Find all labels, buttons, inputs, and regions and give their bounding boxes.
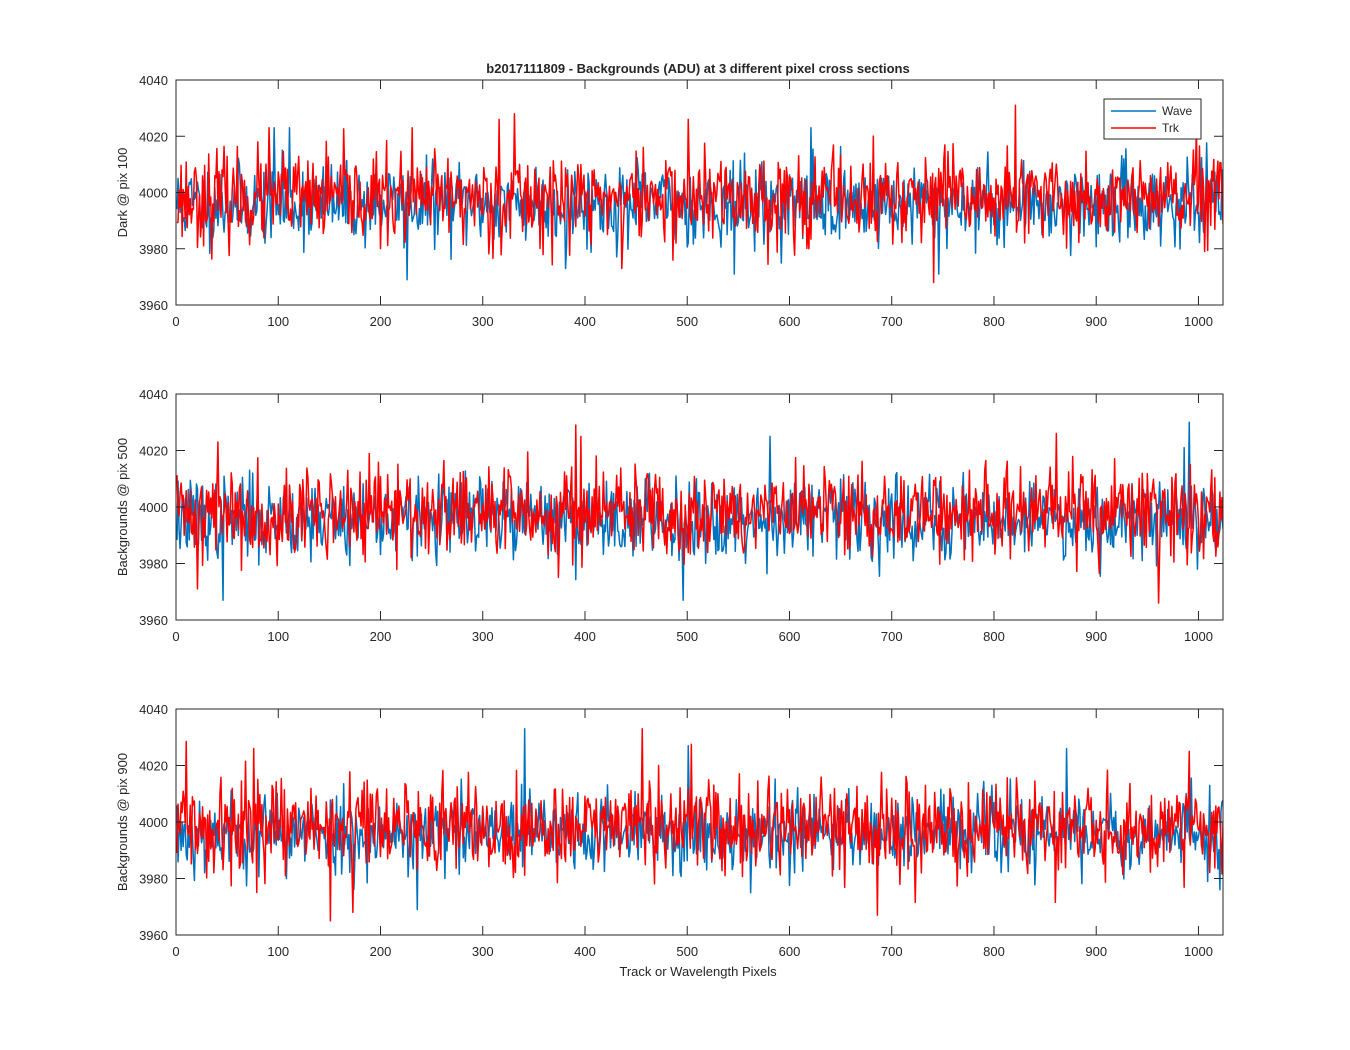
x-tick-label: 500 — [676, 944, 698, 959]
y-tick-label: 3980 — [139, 242, 168, 257]
x-tick-label: 100 — [267, 944, 289, 959]
y-tick-label: 4000 — [139, 186, 168, 201]
x-tick-label: 600 — [779, 944, 801, 959]
x-tick-label: 1000 — [1184, 629, 1213, 644]
x-tick-label: 400 — [574, 314, 596, 329]
y-tick-label: 4000 — [139, 500, 168, 515]
series-line-wave — [176, 421, 1223, 601]
x-tick-label: 900 — [1085, 629, 1107, 644]
x-axis-label: Track or Wavelength Pixels — [619, 964, 777, 979]
x-tick-label: 200 — [370, 629, 392, 644]
x-tick-label: 700 — [881, 944, 903, 959]
subplot-backgrounds-pix-900: 0 100 200 300 400 500 600 700 800 900 1000 3960 3980… — [115, 702, 1224, 959]
y-axis-label: Backgrounds @ pix 900 — [115, 753, 130, 891]
x-tick-label: 200 — [370, 944, 392, 959]
x-tick-label: 800 — [983, 314, 1005, 329]
y-tick-label: 4020 — [139, 129, 168, 144]
y-axis-label: Dark @ pix 100 — [115, 148, 130, 238]
y-tick-label: 4020 — [139, 444, 168, 459]
x-tick-label: 400 — [574, 944, 596, 959]
x-tick-label: 100 — [267, 314, 289, 329]
x-tick-label: 400 — [574, 629, 596, 644]
y-tick-label: 3960 — [139, 928, 168, 943]
x-tick-label: 700 — [881, 314, 903, 329]
x-tick-label: 0 — [172, 944, 179, 959]
series-line-wave — [176, 728, 1223, 911]
x-tick-label: 800 — [983, 944, 1005, 959]
y-tick-label: 4040 — [139, 73, 168, 88]
series-line-trk — [176, 728, 1223, 922]
y-tick-label: 3980 — [139, 872, 168, 887]
x-tick-label: 900 — [1085, 314, 1107, 329]
x-tick-label: 300 — [472, 629, 494, 644]
x-tick-label: 800 — [983, 629, 1005, 644]
x-tick-label: 1000 — [1184, 944, 1213, 959]
x-tick-label: 0 — [172, 629, 179, 644]
y-axis-label: Backgrounds @ pix 500 — [115, 438, 130, 576]
x-tick-label: 300 — [472, 944, 494, 959]
y-tick-label: 3980 — [139, 557, 168, 572]
x-tick-label: 0 — [172, 314, 179, 329]
y-tick-label: 4040 — [139, 387, 168, 402]
y-tick-label: 4020 — [139, 759, 168, 774]
legend-box — [1103, 98, 1202, 140]
y-tick-label: 4000 — [139, 815, 168, 830]
x-tick-label: 300 — [472, 314, 494, 329]
x-tick-label: 600 — [779, 314, 801, 329]
x-tick-label: 500 — [676, 629, 698, 644]
legend-label-wave: Wave — [1162, 104, 1193, 118]
x-tick-label: 700 — [881, 629, 903, 644]
x-tick-label: 200 — [370, 314, 392, 329]
legend: Wave Trk — [1103, 98, 1202, 140]
x-tick-label: 900 — [1085, 944, 1107, 959]
x-tick-label: 500 — [676, 314, 698, 329]
x-tick-label: 600 — [779, 629, 801, 644]
legend-label-trk: Trk — [1162, 121, 1180, 135]
figure-title: b2017111809 - Backgrounds (ADU) at 3 dif… — [486, 61, 909, 76]
series-line-trk — [176, 104, 1223, 284]
series-line-trk — [176, 424, 1223, 604]
x-tick-label: 1000 — [1184, 314, 1213, 329]
y-tick-label: 3960 — [139, 298, 168, 313]
subplot-dark-pix-100: 0 100 200 300 400 500 600 700 800 900 1000 3960 3980… — [115, 73, 1224, 329]
y-tick-label: 4040 — [139, 702, 168, 717]
x-tick-label: 100 — [267, 629, 289, 644]
subplot-backgrounds-pix-500: 0 100 200 300 400 500 600 700 800 900 1000 3960 3980… — [115, 387, 1224, 644]
y-tick-label: 3960 — [139, 613, 168, 628]
